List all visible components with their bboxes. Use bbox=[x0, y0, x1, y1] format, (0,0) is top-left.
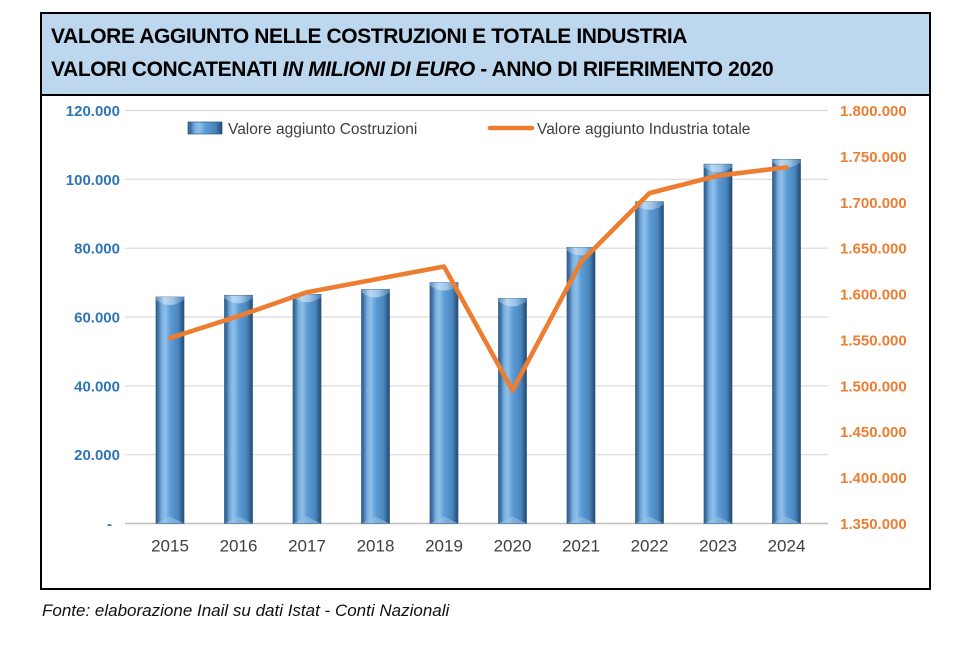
bar-bottom-bevel bbox=[293, 516, 321, 524]
bar-top-bevel bbox=[224, 295, 253, 304]
left-axis-tick-label: 20.000 bbox=[74, 447, 120, 464]
bar-bottom-bevel bbox=[567, 516, 595, 524]
bar-bottom-bevel bbox=[361, 516, 390, 524]
bar-bottom-bevel bbox=[635, 516, 664, 524]
chart-title-line1: VALORE AGGIUNTO NELLE COSTRUZIONI E TOTA… bbox=[51, 25, 688, 48]
bar-2017 bbox=[292, 293, 322, 524]
category-label-2019: 2019 bbox=[425, 537, 463, 556]
category-label-2024: 2024 bbox=[768, 537, 806, 556]
chart-title-box: VALORE AGGIUNTO NELLE COSTRUZIONI E TOTA… bbox=[42, 14, 929, 96]
chart-area: - 20.000 40.000 60.000 80.000 100.000 120.000 1… bbox=[42, 96, 929, 588]
bar-series bbox=[155, 159, 801, 524]
bar-top-bevel bbox=[772, 159, 801, 168]
left-axis-tick-label: - bbox=[107, 516, 112, 533]
bar-top-bevel bbox=[361, 289, 390, 298]
left-axis-tick-label: 120.000 bbox=[66, 103, 120, 120]
right-axis-tick-label: 1.750.000 bbox=[840, 149, 907, 166]
legend-bar-swatch bbox=[187, 121, 223, 135]
bar-2023 bbox=[703, 163, 733, 524]
right-axis-tick-label: 1.400.000 bbox=[840, 470, 907, 487]
chart-title-line2-prefix: VALORI CONCATENATI bbox=[51, 58, 283, 81]
industria-totale-line bbox=[167, 165, 789, 393]
legend-label-costruzioni: Valore aggiunto Costruzioni bbox=[228, 121, 417, 138]
right-axis-tick-label: 1.800.000 bbox=[840, 103, 907, 120]
right-axis-tick-label: 1.450.000 bbox=[840, 424, 907, 441]
source-note: Fonte: elaborazione Inail su dati Istat … bbox=[42, 601, 450, 620]
right-axis-tick-label: 1.600.000 bbox=[840, 287, 907, 304]
legend-label-industria: Valore aggiunto Industria totale bbox=[537, 121, 750, 138]
right-axis-tick-label: 1.550.000 bbox=[840, 332, 907, 349]
chart-title-line2: VALORI CONCATENATI IN MILIONI DI EURO - … bbox=[51, 53, 920, 86]
bar-top-bevel bbox=[635, 201, 664, 210]
bar-top-bevel bbox=[156, 297, 184, 306]
bar-top-bevel bbox=[430, 282, 458, 291]
line-series bbox=[167, 165, 789, 393]
bar-bottom-bevel bbox=[772, 516, 801, 524]
category-label-2016: 2016 bbox=[220, 537, 258, 556]
right-axis-tick-label: 1.650.000 bbox=[840, 241, 907, 258]
bar-top-bevel bbox=[704, 164, 732, 173]
bar-bottom-bevel bbox=[156, 516, 184, 524]
category-label-2017: 2017 bbox=[288, 537, 326, 556]
left-axis-tick-label: 80.000 bbox=[74, 241, 120, 258]
category-label-2015: 2015 bbox=[151, 537, 189, 556]
bar-2015 bbox=[155, 296, 185, 524]
bar-2024 bbox=[772, 159, 801, 524]
category-label-2020: 2020 bbox=[494, 537, 532, 556]
bar-2021 bbox=[566, 247, 596, 524]
category-label-2022: 2022 bbox=[631, 537, 669, 556]
category-label-2021: 2021 bbox=[562, 537, 600, 556]
bar-bottom-bevel bbox=[704, 516, 732, 524]
legend: Valore aggiunto Costruzioni Valore aggiun… bbox=[187, 121, 750, 138]
bar-bottom-bevel bbox=[498, 516, 527, 524]
axis-labels: - 20.000 40.000 60.000 80.000 100.000 120.000 1… bbox=[66, 103, 907, 556]
chart-title-line2-suffix: - ANNO DI RIFERIMENTO 2020 bbox=[474, 58, 774, 81]
bar-bottom-bevel bbox=[224, 516, 253, 524]
right-axis-tick-label: 1.350.000 bbox=[840, 516, 907, 533]
combo-chart: - 20.000 40.000 60.000 80.000 100.000 120.000 1… bbox=[66, 103, 907, 556]
bar-2018 bbox=[361, 289, 390, 524]
bar-2019 bbox=[429, 282, 459, 524]
left-axis-tick-label: 60.000 bbox=[74, 310, 120, 327]
bar-top-bevel bbox=[498, 298, 527, 307]
bar-bottom-bevel bbox=[430, 516, 458, 524]
bar-2020 bbox=[498, 298, 527, 524]
chart-frame: VALORE AGGIUNTO NELLE COSTRUZIONI E TOTA… bbox=[40, 12, 931, 590]
category-label-2023: 2023 bbox=[699, 537, 737, 556]
left-axis-tick-label: 40.000 bbox=[74, 378, 120, 395]
bar-2016 bbox=[224, 294, 253, 524]
chart-title-line2-italic: IN MILIONI DI EURO bbox=[282, 58, 476, 81]
bar-2022 bbox=[635, 201, 664, 524]
right-axis-tick-label: 1.500.000 bbox=[840, 378, 907, 395]
left-axis-tick-label: 100.000 bbox=[66, 172, 120, 189]
category-label-2018: 2018 bbox=[357, 537, 395, 556]
right-axis-tick-label: 1.700.000 bbox=[840, 195, 907, 212]
